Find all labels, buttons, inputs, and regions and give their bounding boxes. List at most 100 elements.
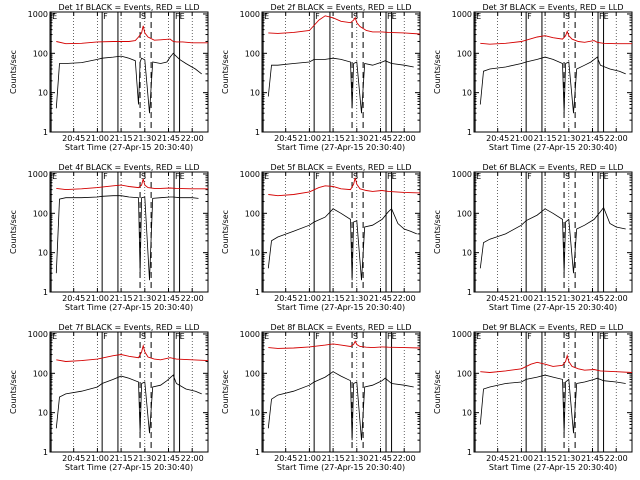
- time-marker-label: S: [565, 12, 570, 21]
- x-tick-label: 21:45: [157, 294, 180, 303]
- time-marker-label: E: [264, 332, 269, 341]
- x-tick-label: 21:15: [534, 134, 557, 143]
- x-tick-label: 20:45: [486, 294, 509, 303]
- x-tick-label: 21:00: [298, 294, 321, 303]
- plot-frame: [473, 331, 633, 453]
- x-tick-label: 21:15: [534, 294, 557, 303]
- time-marker-label: S: [353, 172, 358, 181]
- time-marker-label: E: [264, 12, 269, 21]
- y-tick-label: 100: [457, 209, 472, 218]
- time-marker-label: F: [315, 172, 320, 181]
- lld-series-line: [268, 15, 421, 35]
- y-tick-label: 1: [255, 448, 260, 457]
- x-tick-label: 21:30: [133, 134, 156, 143]
- y-axis-label: Counts/sec: [9, 50, 18, 94]
- events-series-line: [55, 52, 202, 114]
- y-tick-label: 1000: [452, 330, 472, 339]
- x-tick-label: 22:00: [181, 134, 204, 143]
- time-marker-label: F: [527, 172, 532, 181]
- x-tick-label: 20:45: [274, 294, 297, 303]
- y-tick-label: 1000: [240, 330, 260, 339]
- x-tick-label: 21:45: [581, 294, 604, 303]
- y-tick-label: 1: [43, 288, 48, 297]
- time-marker-label: F: [527, 12, 532, 21]
- x-tick-label: 21:00: [298, 454, 321, 463]
- time-marker-label: F: [103, 332, 108, 341]
- y-tick-label: 1000: [28, 10, 48, 19]
- x-axis-label: Start Time (27-Apr-15 20:30:40): [489, 303, 617, 312]
- x-tick-label: 21:15: [322, 134, 345, 143]
- y-tick-label: 100: [33, 369, 48, 378]
- y-tick-label: 1: [467, 448, 472, 457]
- x-tick-label: 21:00: [298, 134, 321, 143]
- plot-frame: [473, 11, 633, 133]
- panel-title: Det 8f BLACK = Events, RED = LLD: [270, 323, 411, 332]
- panel-det-1: Det 1f BLACK = Events, RED = LLD Counts/s…: [9, 3, 209, 152]
- y-tick-label: 1: [255, 288, 260, 297]
- x-tick-label: 22:00: [181, 454, 204, 463]
- y-tick-label: 100: [457, 49, 472, 58]
- time-marker-label: E: [264, 172, 269, 181]
- y-tick-label: 1000: [452, 10, 472, 19]
- y-tick-label: 1: [467, 128, 472, 137]
- time-marker-label: E: [476, 12, 481, 21]
- time-marker-label: F: [315, 332, 320, 341]
- y-axis-label: Counts/sec: [9, 370, 18, 414]
- panel-title: Det 7f BLACK = Events, RED = LLD: [58, 323, 199, 332]
- y-tick-label: 1000: [240, 170, 260, 179]
- panel-title: Det 3f BLACK = Events, RED = LLD: [482, 3, 623, 12]
- x-tick-label: 21:00: [510, 294, 533, 303]
- lld-series-line: [268, 177, 421, 197]
- x-tick-label: 21:30: [557, 454, 580, 463]
- y-tick-label: 1000: [452, 170, 472, 179]
- y-tick-label: 1: [43, 128, 48, 137]
- time-marker-label: E: [52, 332, 57, 341]
- time-marker-label: S: [353, 12, 358, 21]
- y-axis-label: Counts/sec: [221, 50, 230, 94]
- y-tick-label: 10: [462, 249, 472, 258]
- lld-series-line: [480, 30, 632, 45]
- y-tick-label: 10: [462, 89, 472, 98]
- lld-series-line: [56, 25, 208, 45]
- x-tick-label: 21:00: [510, 454, 533, 463]
- panel-title: Det 1f BLACK = Events, RED = LLD: [58, 3, 199, 12]
- x-tick-label: 21:30: [557, 134, 580, 143]
- x-tick-label: 22:00: [605, 134, 628, 143]
- panel-det-6: Det 6f BLACK = Events, RED = LLD Counts/s…: [433, 163, 633, 312]
- panel-title: Det 2f BLACK = Events, RED = LLD: [270, 3, 411, 12]
- x-tick-label: 21:45: [369, 134, 392, 143]
- x-tick-label: 21:00: [86, 454, 109, 463]
- x-tick-label: 20:45: [486, 454, 509, 463]
- x-axis-label: Start Time (27-Apr-15 20:30:40): [277, 143, 405, 152]
- x-tick-label: 21:00: [86, 294, 109, 303]
- x-tick-label: 21:15: [322, 454, 345, 463]
- time-marker-label: S: [141, 172, 146, 181]
- y-tick-label: 10: [250, 249, 260, 258]
- y-axis-label: Counts/sec: [9, 210, 18, 254]
- events-series-line: [267, 57, 414, 114]
- time-marker-label: F: [527, 332, 532, 341]
- y-tick-label: 10: [38, 89, 48, 98]
- x-tick-label: 21:30: [557, 294, 580, 303]
- plot-frame: [261, 331, 421, 453]
- y-tick-label: 10: [462, 409, 472, 418]
- x-tick-label: 21:45: [581, 134, 604, 143]
- time-marker-label: E: [476, 332, 481, 341]
- y-tick-label: 1: [43, 448, 48, 457]
- x-axis-label: Start Time (27-Apr-15 20:30:40): [65, 463, 193, 472]
- x-axis-label: Start Time (27-Apr-15 20:30:40): [277, 303, 405, 312]
- time-marker-label: F: [103, 12, 108, 21]
- panel-det-3: Det 3f BLACK = Events, RED = LLD Counts/s…: [433, 3, 633, 152]
- panel-title: Det 5f BLACK = Events, RED = LLD: [270, 163, 411, 172]
- panel-title: Det 4f BLACK = Events, RED = LLD: [58, 163, 199, 172]
- y-tick-label: 100: [245, 49, 260, 58]
- y-tick-label: 10: [250, 89, 260, 98]
- y-axis-label: Counts/sec: [221, 370, 230, 414]
- y-tick-label: 100: [245, 209, 260, 218]
- x-tick-label: 20:45: [62, 134, 85, 143]
- x-tick-label: 21:45: [581, 454, 604, 463]
- x-tick-label: 22:00: [181, 294, 204, 303]
- plot-frame: [49, 331, 209, 453]
- x-tick-label: 22:00: [393, 134, 416, 143]
